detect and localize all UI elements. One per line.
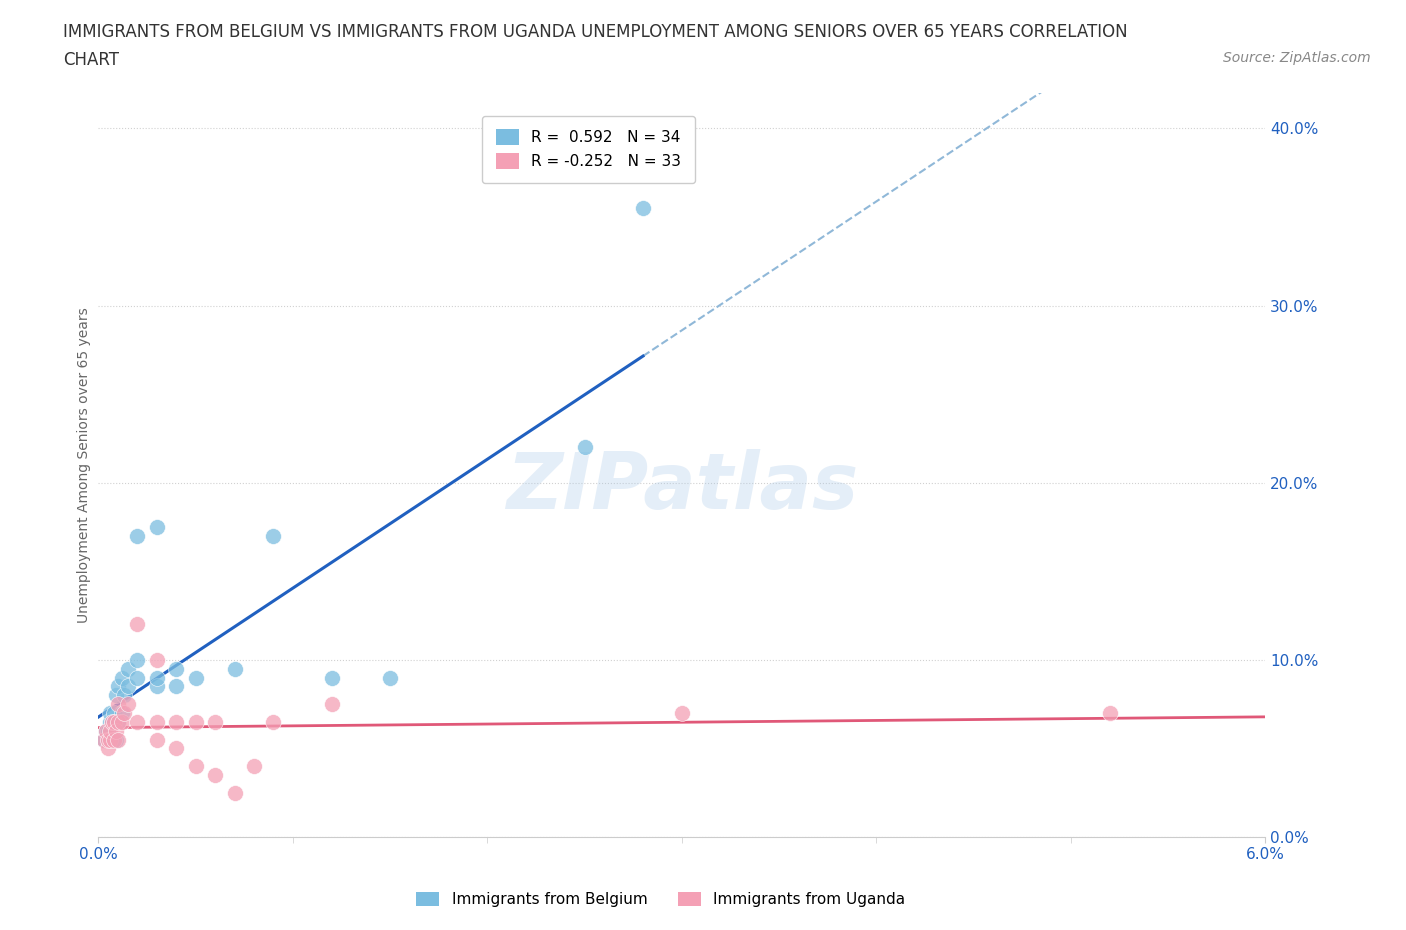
Text: Source: ZipAtlas.com: Source: ZipAtlas.com [1223,51,1371,65]
Point [1098,706,1121,721]
Point [101,714,124,729]
Point [104,688,127,703]
Point [103,732,125,747]
Point [184,714,207,729]
Point [262,528,284,543]
Point [97,732,120,747]
Point [127,653,149,668]
Point [165,714,187,729]
Point [98,706,121,721]
Point [101,732,124,747]
Point [321,671,343,685]
Point [97,732,120,747]
Point [101,714,124,729]
Point [97,724,120,738]
Legend: Immigrants from Belgium, Immigrants from Uganda: Immigrants from Belgium, Immigrants from… [411,885,911,913]
Text: CHART: CHART [63,51,120,69]
Point [117,661,139,676]
Point [146,520,169,535]
Point [98,724,121,738]
Point [112,688,135,703]
Point [165,679,187,694]
Point [96,724,118,738]
Point [111,671,134,685]
Point [184,759,207,774]
Point [107,697,129,711]
Point [127,714,149,729]
Point [146,679,169,694]
Point [262,714,284,729]
Point [107,679,129,694]
Point [146,653,169,668]
Point [117,679,139,694]
Point [165,661,187,676]
Point [378,671,402,685]
Text: ZIPatlas: ZIPatlas [506,449,858,525]
Point [224,661,246,676]
Point [117,697,139,711]
Point [111,714,134,729]
Point [93,732,115,747]
Point [103,714,125,729]
Point [146,714,169,729]
Point [103,706,125,721]
Point [574,440,596,455]
Point [184,671,207,685]
Point [204,714,226,729]
Point [107,714,129,729]
Point [98,714,121,729]
Point [146,732,169,747]
Point [631,201,654,216]
Point [107,732,129,747]
Point [165,741,187,756]
Point [107,714,129,729]
Y-axis label: Unemployment Among Seniors over 65 years: Unemployment Among Seniors over 65 years [77,307,91,623]
Point [243,759,266,774]
Point [93,732,115,747]
Point [127,671,149,685]
Point [104,724,127,738]
Point [96,724,118,738]
Point [127,528,149,543]
Point [103,714,125,729]
Text: IMMIGRANTS FROM BELGIUM VS IMMIGRANTS FROM UGANDA UNEMPLOYMENT AMONG SENIORS OVE: IMMIGRANTS FROM BELGIUM VS IMMIGRANTS FR… [63,23,1128,41]
Point [97,741,120,756]
Point [111,706,134,721]
Point [112,706,135,721]
Legend: R =  0.592   N = 34, R = -0.252   N = 33: R = 0.592 N = 34, R = -0.252 N = 33 [482,115,695,182]
Point [146,671,169,685]
Point [204,767,226,782]
Point [98,732,121,747]
Point [127,617,149,631]
Point [104,732,127,747]
Point [321,697,343,711]
Point [671,706,693,721]
Point [224,785,246,800]
